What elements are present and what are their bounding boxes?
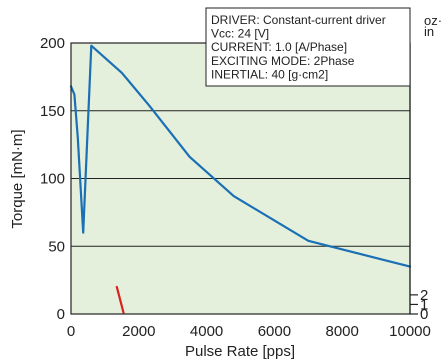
info-line: INERTIAL: 40 [g·cm2]: [211, 67, 328, 81]
right-axis-unit-line2: in: [424, 24, 434, 39]
x-tick-label: 10000: [389, 323, 431, 340]
y-tick-label: 0: [57, 306, 65, 323]
right-axis: 012: [409, 43, 428, 323]
right-axis-tick-label: 2: [420, 287, 428, 304]
x-tick-label: 4000: [190, 323, 223, 340]
y-axis: 0 50 100 150 200: [40, 35, 65, 323]
x-tick-label: 6000: [258, 323, 291, 340]
series-group: [69, 44, 412, 314]
series-line-1: [69, 44, 412, 268]
y-tick-label: 50: [48, 238, 65, 255]
x-tick-label: 2000: [122, 323, 155, 340]
y-tick-label: 100: [40, 171, 65, 188]
x-axis: 0 2000 4000 6000 8000 10000: [67, 323, 431, 340]
info-line: Vcc: 24 [V]: [211, 27, 269, 41]
right-axis-unit-line1: oz·: [424, 13, 442, 28]
info-line: CURRENT: 1.0 [A/Phase]: [211, 40, 347, 54]
x-axis-title: Pulse Rate [pps]: [185, 343, 295, 360]
x-tick-label: 8000: [326, 323, 359, 340]
right-axis-tick-label: 1: [420, 296, 428, 313]
series-line-2: [115, 285, 125, 314]
y-axis-title: Torque [mN·m]: [9, 129, 26, 228]
y-tick-label: 150: [40, 103, 65, 120]
y-tick-label: 200: [40, 35, 65, 52]
x-tick-label: 0: [67, 323, 75, 340]
info-line: EXCITING MODE: 2Phase: [211, 54, 355, 68]
right-axis-tick-label: 0: [420, 306, 428, 323]
grid-lines: [71, 110, 410, 247]
info-box-frame: [205, 7, 411, 87]
info-line: DRIVER: Constant-current driver: [211, 13, 386, 27]
